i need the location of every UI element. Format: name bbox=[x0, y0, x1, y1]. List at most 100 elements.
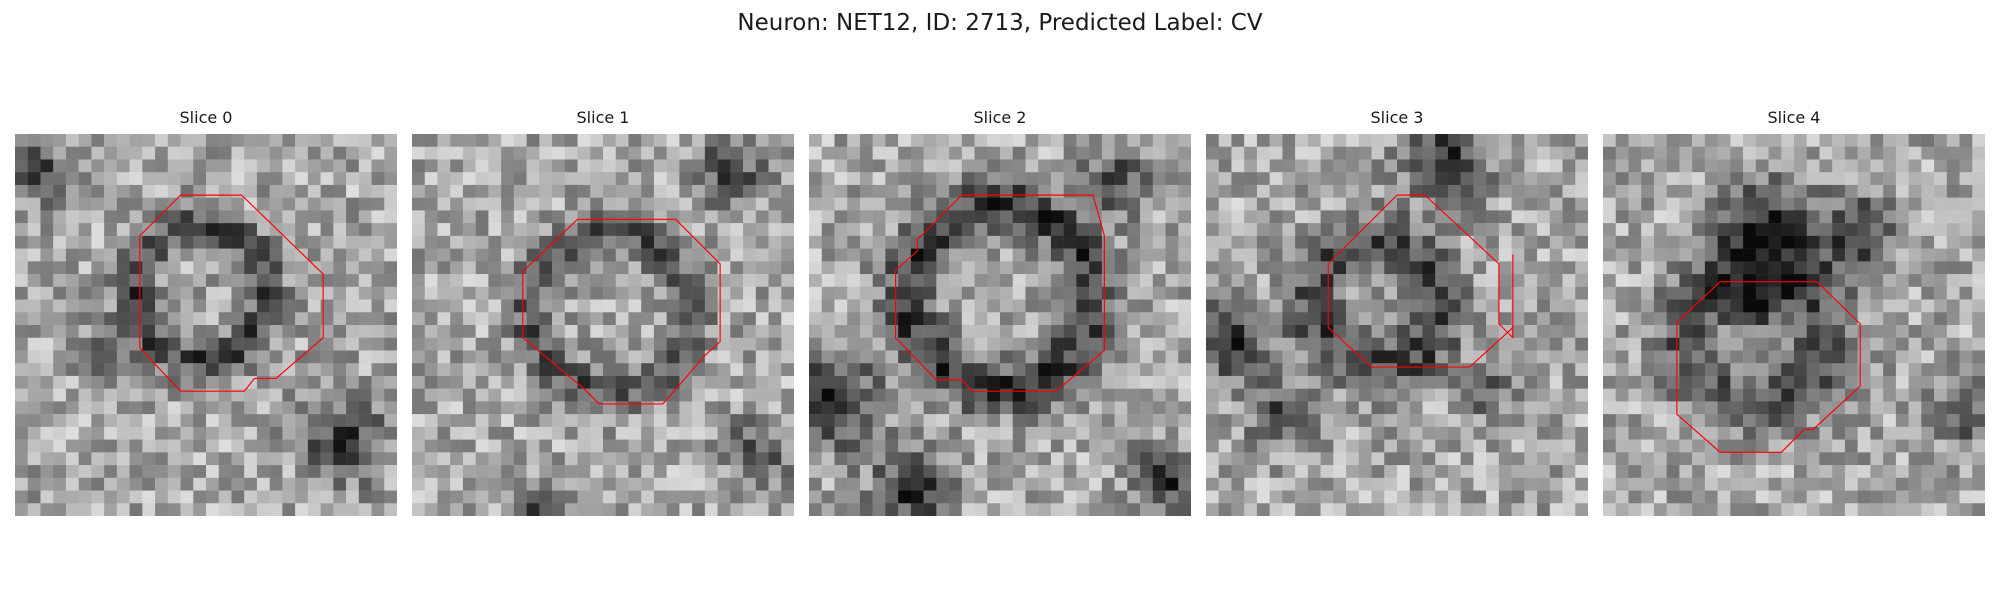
image-pixel bbox=[666, 363, 680, 377]
image-pixel bbox=[628, 184, 642, 198]
image-pixel bbox=[1101, 146, 1115, 160]
image-pixel bbox=[1256, 184, 1270, 198]
image-pixel bbox=[717, 337, 731, 351]
image-pixel bbox=[282, 134, 296, 147]
image-pixel bbox=[1371, 235, 1385, 249]
image-pixel bbox=[1435, 172, 1449, 186]
image-pixel bbox=[295, 184, 309, 198]
image-pixel bbox=[1409, 363, 1423, 377]
image-pixel bbox=[1537, 363, 1551, 377]
image-pixel bbox=[15, 490, 28, 504]
image-pixel bbox=[809, 350, 822, 364]
image-pixel bbox=[781, 184, 794, 198]
image-pixel bbox=[15, 414, 28, 428]
image-pixel bbox=[1140, 477, 1154, 491]
image-pixel bbox=[53, 465, 67, 479]
image-pixel bbox=[1946, 159, 1960, 173]
image-pixel bbox=[1384, 388, 1398, 402]
image-pixel bbox=[1883, 223, 1897, 237]
image-pixel bbox=[1140, 261, 1154, 275]
image-pixel bbox=[666, 477, 680, 491]
image-pixel bbox=[1562, 375, 1576, 389]
image-pixel bbox=[384, 197, 397, 211]
image-pixel bbox=[116, 426, 130, 440]
image-pixel bbox=[256, 325, 270, 338]
image-pixel bbox=[371, 184, 385, 198]
image-pixel bbox=[1524, 350, 1538, 364]
image-pixel bbox=[1934, 439, 1948, 453]
image-pixel bbox=[1870, 261, 1884, 275]
image-pixel bbox=[552, 439, 566, 453]
image-pixel bbox=[781, 134, 794, 147]
image-pixel bbox=[65, 350, 79, 364]
image-pixel bbox=[1140, 388, 1154, 402]
image-pixel bbox=[53, 426, 67, 440]
image-pixel bbox=[27, 350, 41, 364]
image-pixel bbox=[847, 452, 861, 466]
image-pixel bbox=[1140, 375, 1154, 389]
image-pixel bbox=[1371, 172, 1385, 186]
image-pixel bbox=[104, 439, 118, 453]
image-pixel bbox=[1781, 337, 1795, 351]
image-pixel bbox=[371, 172, 385, 186]
image-pixel bbox=[1870, 350, 1884, 364]
image-pixel bbox=[974, 401, 988, 415]
image-pixel bbox=[1435, 414, 1449, 428]
image-pixel bbox=[282, 184, 296, 198]
image-pixel bbox=[450, 350, 464, 364]
image-pixel bbox=[847, 337, 861, 351]
image-pixel bbox=[346, 350, 360, 364]
image-pixel bbox=[809, 210, 822, 224]
image-pixel bbox=[1384, 503, 1398, 516]
image-pixel bbox=[1549, 261, 1563, 275]
image-pixel bbox=[1050, 388, 1064, 402]
image-pixel bbox=[1781, 325, 1795, 338]
image-pixel bbox=[847, 401, 861, 415]
image-pixel bbox=[1333, 261, 1347, 275]
image-pixel bbox=[1819, 299, 1833, 313]
image-pixel bbox=[615, 439, 629, 453]
image-pixel bbox=[218, 325, 232, 338]
image-pixel bbox=[1819, 477, 1833, 491]
image-pixel bbox=[1615, 452, 1629, 466]
image-pixel bbox=[577, 261, 591, 275]
image-pixel bbox=[1615, 426, 1629, 440]
image-pixel bbox=[1346, 134, 1360, 147]
image-pixel bbox=[1692, 223, 1706, 237]
image-pixel bbox=[885, 312, 899, 326]
image-pixel bbox=[424, 414, 438, 428]
image-pixel bbox=[1346, 286, 1360, 300]
image-pixel bbox=[1666, 223, 1680, 237]
image-pixel bbox=[1371, 465, 1385, 479]
image-pixel bbox=[1114, 235, 1128, 249]
image-pixel bbox=[847, 350, 861, 364]
image-pixel bbox=[256, 363, 270, 377]
image-pixel bbox=[1025, 312, 1039, 326]
image-pixel bbox=[424, 325, 438, 338]
image-pixel bbox=[885, 465, 899, 479]
image-pixel bbox=[1409, 146, 1423, 160]
image-pixel bbox=[384, 490, 397, 504]
image-pixel bbox=[1358, 350, 1372, 364]
image-pixel bbox=[847, 248, 861, 262]
image-pixel bbox=[1832, 261, 1846, 275]
image-pixel bbox=[424, 134, 438, 147]
image-pixel bbox=[552, 134, 566, 147]
image-pixel bbox=[346, 134, 360, 147]
image-pixel bbox=[1295, 223, 1309, 237]
image-pixel bbox=[53, 439, 67, 453]
image-pixel bbox=[1435, 223, 1449, 237]
image-pixel bbox=[104, 452, 118, 466]
image-pixel bbox=[1050, 210, 1064, 224]
image-pixel bbox=[526, 363, 540, 377]
image-pixel bbox=[1524, 337, 1538, 351]
image-pixel bbox=[809, 503, 822, 516]
image-pixel bbox=[1358, 325, 1372, 338]
image-pixel bbox=[1244, 452, 1258, 466]
image-pixel bbox=[1562, 286, 1576, 300]
image-pixel bbox=[1025, 223, 1039, 237]
image-pixel bbox=[1000, 223, 1013, 237]
image-pixel bbox=[1972, 452, 1985, 466]
image-pixel bbox=[564, 248, 578, 262]
image-pixel bbox=[936, 197, 950, 211]
